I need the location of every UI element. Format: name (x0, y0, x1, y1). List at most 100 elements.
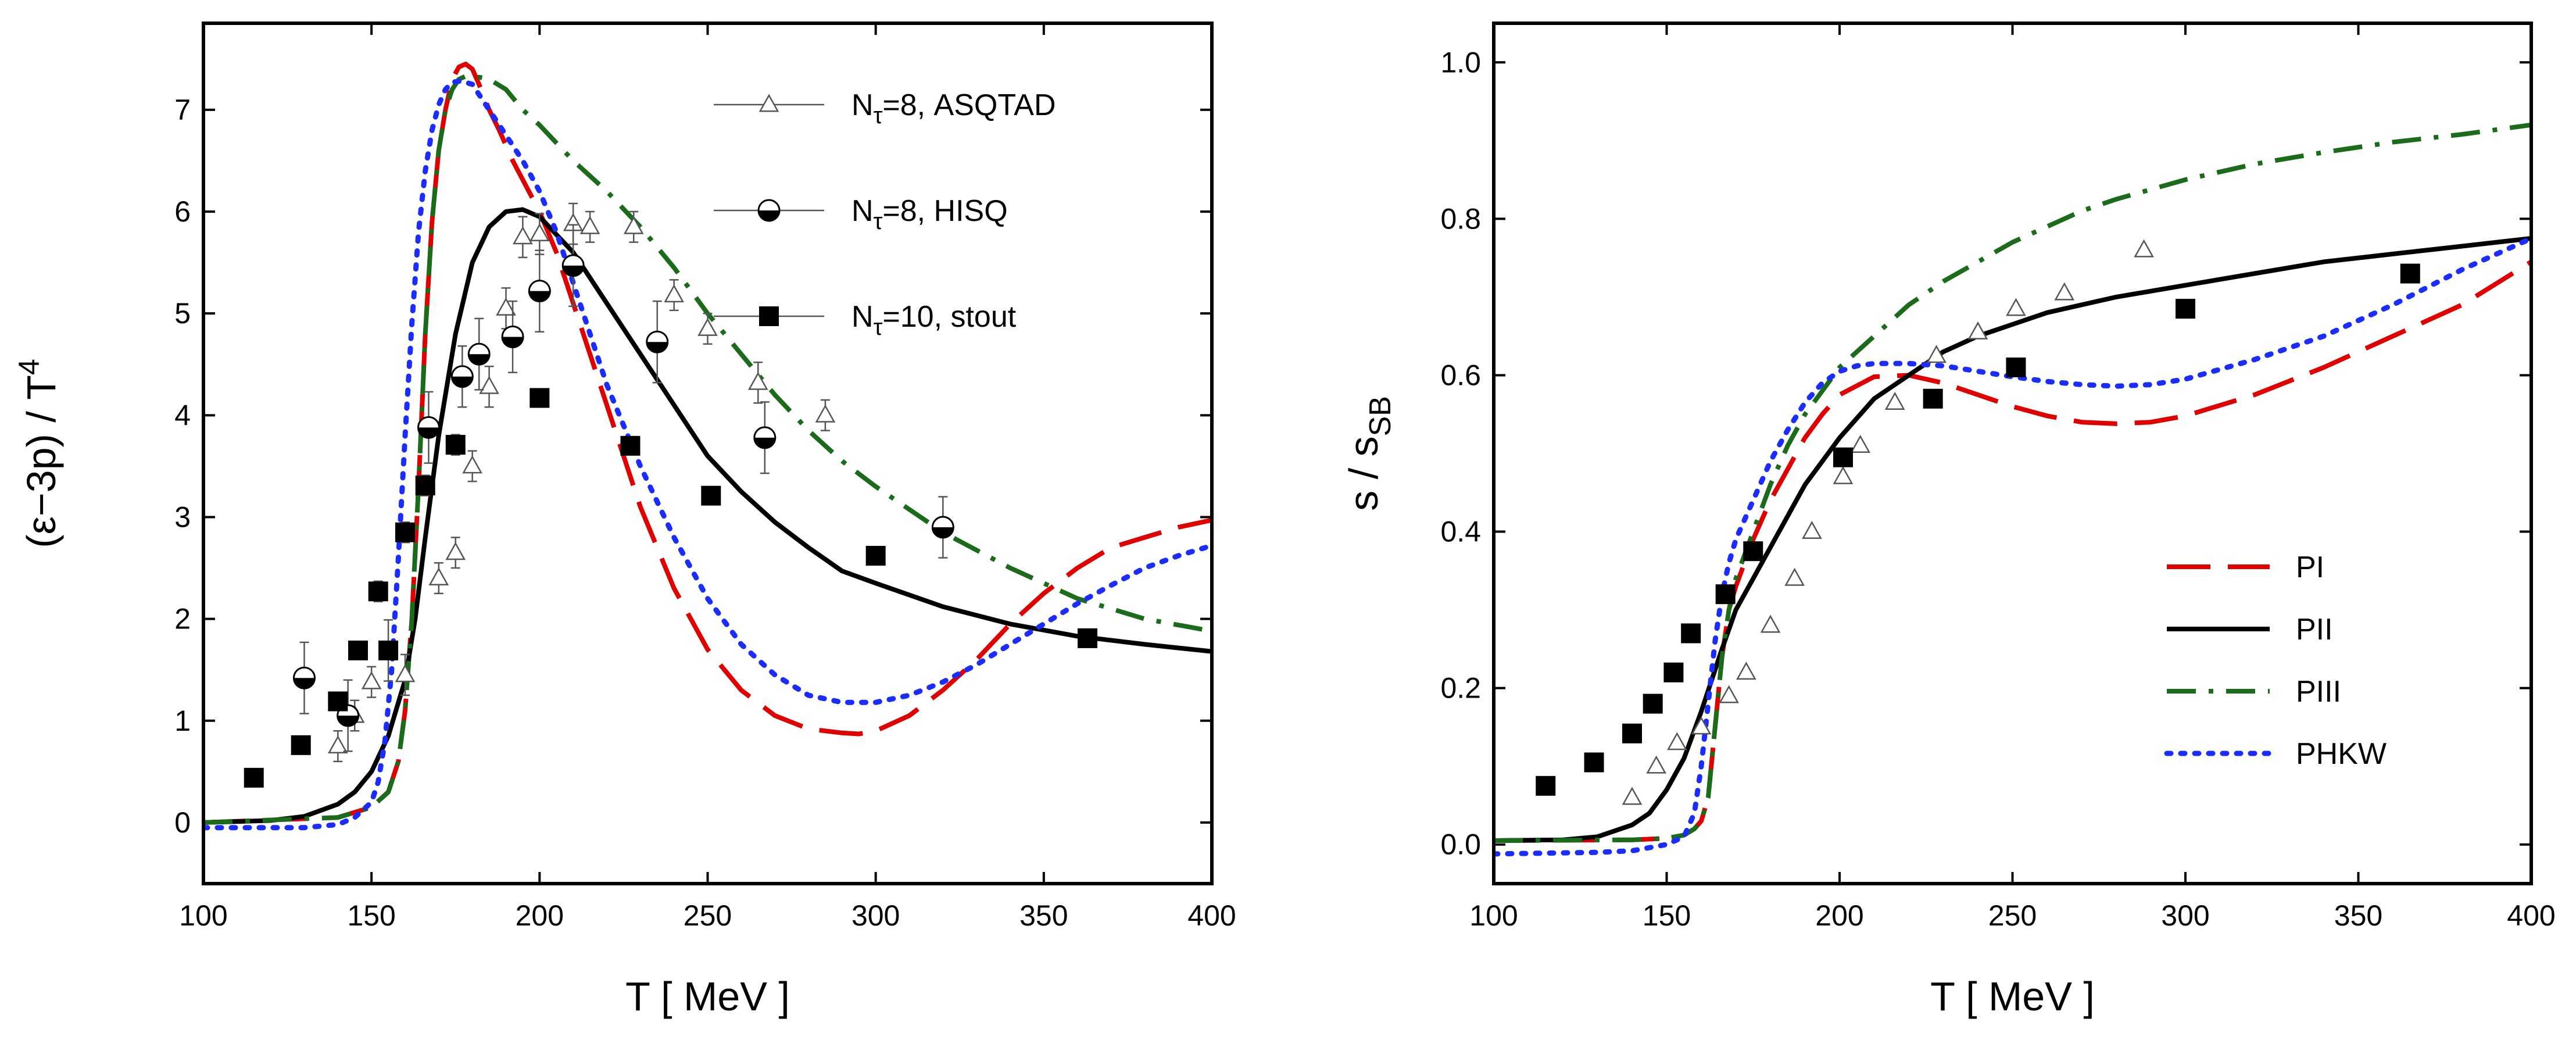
series-line-phkw (1494, 235, 2531, 857)
data-point (2006, 298, 2026, 316)
series-line-piii (203, 74, 1212, 825)
x-tick-label: 150 (347, 899, 395, 932)
data-point (1719, 685, 1739, 703)
x-tick-label: 200 (1815, 899, 1863, 932)
data-point (395, 522, 415, 542)
data-point (328, 691, 348, 712)
legend-label: PHKW (2296, 737, 2387, 771)
legend-label: Nτ=10, stout (851, 300, 1017, 340)
data-point (664, 284, 684, 303)
data-point (293, 666, 316, 689)
data-point (2400, 263, 2420, 284)
data-point (2176, 299, 2195, 319)
x-tick-label: 150 (1643, 899, 1691, 932)
curves (1494, 122, 2531, 857)
marker-half-fill (337, 716, 359, 727)
plot-frame (1492, 22, 2533, 885)
legend-label-sub: τ (874, 314, 883, 340)
data-point (2134, 239, 2154, 258)
x-tick-label: 300 (851, 899, 900, 932)
data-point (529, 388, 550, 408)
data-point (462, 455, 482, 474)
y-axis-label-main: (ε−3p) / T (19, 375, 64, 548)
data-point (291, 735, 311, 755)
data-point (1760, 614, 1781, 633)
data-point (1736, 662, 1756, 680)
data-point (415, 476, 435, 496)
data-points-open-triangle (1622, 239, 2154, 805)
data-point (1078, 628, 1098, 648)
y-tick-label: 5 (174, 297, 191, 330)
data-point (1663, 662, 1684, 682)
data-point (1536, 775, 1556, 796)
data-point (815, 404, 836, 423)
legend-label-sub: τ (874, 103, 883, 128)
data-point (1967, 321, 1988, 339)
y-tick-label: 4 (174, 399, 191, 431)
data-point (1926, 345, 1947, 363)
x-tick-label: 100 (179, 899, 227, 932)
data-point (1923, 388, 1943, 409)
data-point (2006, 358, 2026, 377)
legend: PI PII PIII PHKW (2164, 551, 2387, 771)
data-point (450, 365, 474, 388)
data-point (931, 516, 954, 539)
y-axis-label: s / sSB (1341, 396, 1397, 511)
data-points-filled-square (244, 388, 1098, 788)
data-point (1681, 623, 1701, 644)
data-point (1646, 755, 1666, 774)
data-point (445, 435, 466, 455)
data-point (1833, 447, 1853, 467)
y-tick-label: 0.2 (1440, 672, 1481, 705)
data-point (528, 280, 551, 303)
y-axis-label-sub: SB (1364, 396, 1397, 436)
legend-marker (759, 306, 779, 326)
marker-half-fill (754, 437, 775, 448)
data-point (244, 767, 264, 788)
data-point (479, 376, 499, 394)
x-tick-label: 350 (2334, 899, 2382, 932)
data-point (467, 342, 491, 366)
legend-label-rest: =10, stout (882, 300, 1016, 334)
data-point (1850, 434, 1871, 453)
data-point (1784, 567, 1805, 586)
y-tick-label: 3 (174, 501, 191, 533)
series-line-phkw (203, 78, 1212, 831)
series-line-pi (1494, 260, 2531, 843)
data-point (513, 226, 533, 245)
data-point (501, 325, 524, 348)
data-point (623, 216, 644, 234)
x-tick-label: 250 (684, 899, 732, 932)
curves (203, 62, 1212, 831)
data-point (701, 485, 721, 506)
legend-label: Nτ=8, HISQ (851, 194, 1008, 234)
data-point (348, 640, 368, 660)
x-axis-label: T [ MeV ] (1930, 974, 2095, 1019)
data-point (529, 223, 550, 242)
data-point (428, 567, 449, 586)
x-tick-label: 300 (2161, 899, 2209, 932)
legend-marker (757, 199, 781, 222)
data-point (579, 216, 600, 234)
data-point (747, 371, 768, 390)
x-axis-label: T [ MeV ] (625, 974, 790, 1019)
data-point (561, 254, 585, 277)
data-point (368, 581, 388, 602)
y-tick-label: 0.6 (1440, 359, 1481, 391)
right-panel: 100 150 200 250 300 350 400 0.0 0.2 0.4 0.6 0.8 1.0 T… (1341, 22, 2556, 1019)
data-points-filled-square (1536, 263, 2420, 796)
plot-frame (202, 22, 1214, 885)
y-axis-label-sup: 4 (13, 359, 45, 375)
data-point (328, 735, 348, 754)
marker-half-fill (294, 678, 315, 689)
legend-label-main: N (851, 300, 874, 334)
y-tick-label: 1 (174, 705, 191, 737)
marker-half-fill (932, 527, 954, 538)
data-point (1622, 723, 1642, 744)
x-tick-label: 400 (2507, 899, 2555, 932)
y-tick-label: 7 (174, 94, 191, 126)
y-tick-label: 2 (174, 603, 191, 635)
marker-half-fill (452, 376, 473, 387)
